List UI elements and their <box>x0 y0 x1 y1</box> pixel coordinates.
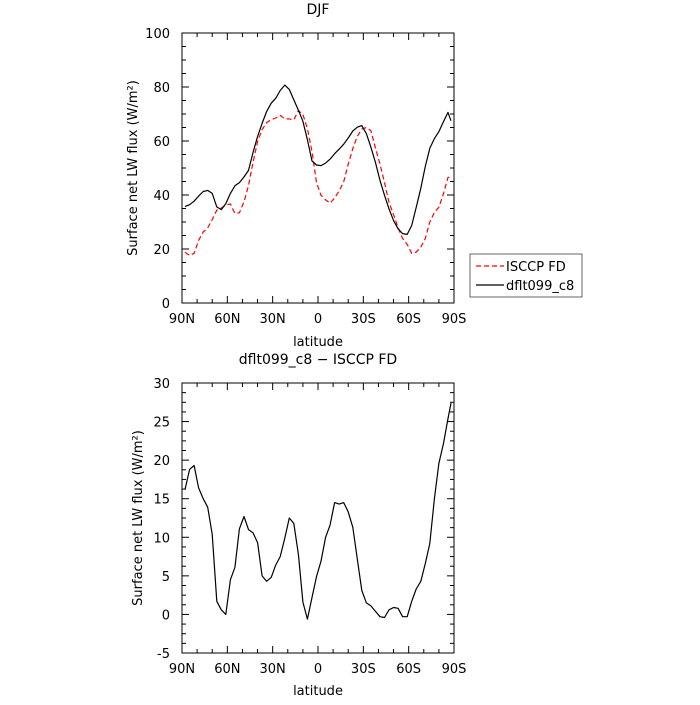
plot-area: 90N 60N 30N 0 30S 60S 90S -5 0 5 10 15 20 25 30 <box>153 377 466 677</box>
y-axis-label: Surface net LW flux (W/m²) <box>131 430 146 606</box>
chart-title: dflt099_c8 − ISCCP FD <box>239 352 397 368</box>
plot-area: 90N 60N 30N 0 30S 60S 90S 0 20 40 60 80 100 <box>145 27 466 327</box>
chart-title: DJF <box>307 2 330 18</box>
x-axis-label: latitude <box>293 684 343 699</box>
y-tick-label: 80 <box>153 81 170 96</box>
chart-djf: DJF Surface net LW flux (W/m²) latitude … <box>126 2 583 350</box>
x-tick-label: 60S <box>396 312 421 327</box>
x-tick-label: 0 <box>314 312 322 327</box>
y-tick-label: 30 <box>153 377 170 392</box>
y-tick-label: 20 <box>153 243 170 258</box>
legend-label-dflt099-c8: dflt099_c8 <box>506 279 574 294</box>
x-tick-label: 60S <box>396 662 421 677</box>
x-tick-label: 90S <box>442 312 467 327</box>
y-tick-label: 0 <box>162 297 170 312</box>
x-axis-label: latitude <box>293 335 343 350</box>
y-tick-label: 20 <box>153 454 170 469</box>
x-tick-label: 0 <box>314 662 322 677</box>
y-tick-label: 100 <box>145 27 170 42</box>
y-tick-label: 40 <box>153 189 170 204</box>
y-tick-label: 25 <box>153 416 170 431</box>
x-tick-label: 30N <box>260 662 286 677</box>
y-tick-label: -5 <box>157 647 170 662</box>
y-tick-label: 60 <box>153 135 170 150</box>
series-line-isccp-fd <box>184 109 451 257</box>
y-axis-label: Surface net LW flux (W/m²) <box>126 80 141 256</box>
y-tick-label: 0 <box>162 608 170 623</box>
legend-label-isccp-fd: ISCCP FD <box>506 260 566 275</box>
y-tick-label: 15 <box>153 493 170 508</box>
x-tick-label: 90S <box>442 662 467 677</box>
x-tick-label: 90N <box>169 312 195 327</box>
legend: ISCCP FD dflt099_c8 <box>469 253 583 298</box>
x-tick-label: 30S <box>351 662 376 677</box>
y-tick-label: 10 <box>153 531 170 546</box>
x-tick-label: 60N <box>214 312 240 327</box>
x-tick-label: 30S <box>351 312 376 327</box>
plot-frame <box>181 382 455 654</box>
difference-series-line <box>184 402 452 620</box>
series-line-dflt099-c8 <box>184 84 452 235</box>
x-tick-label: 30N <box>260 312 286 327</box>
x-tick-label: 90N <box>169 662 195 677</box>
plot-frame <box>181 32 455 304</box>
x-tick-label: 60N <box>214 662 240 677</box>
chart-difference: dflt099_c8 − ISCCP FD Surface net LW flu… <box>131 352 466 699</box>
legend-box <box>469 253 583 298</box>
y-tick-label: 5 <box>162 570 170 585</box>
